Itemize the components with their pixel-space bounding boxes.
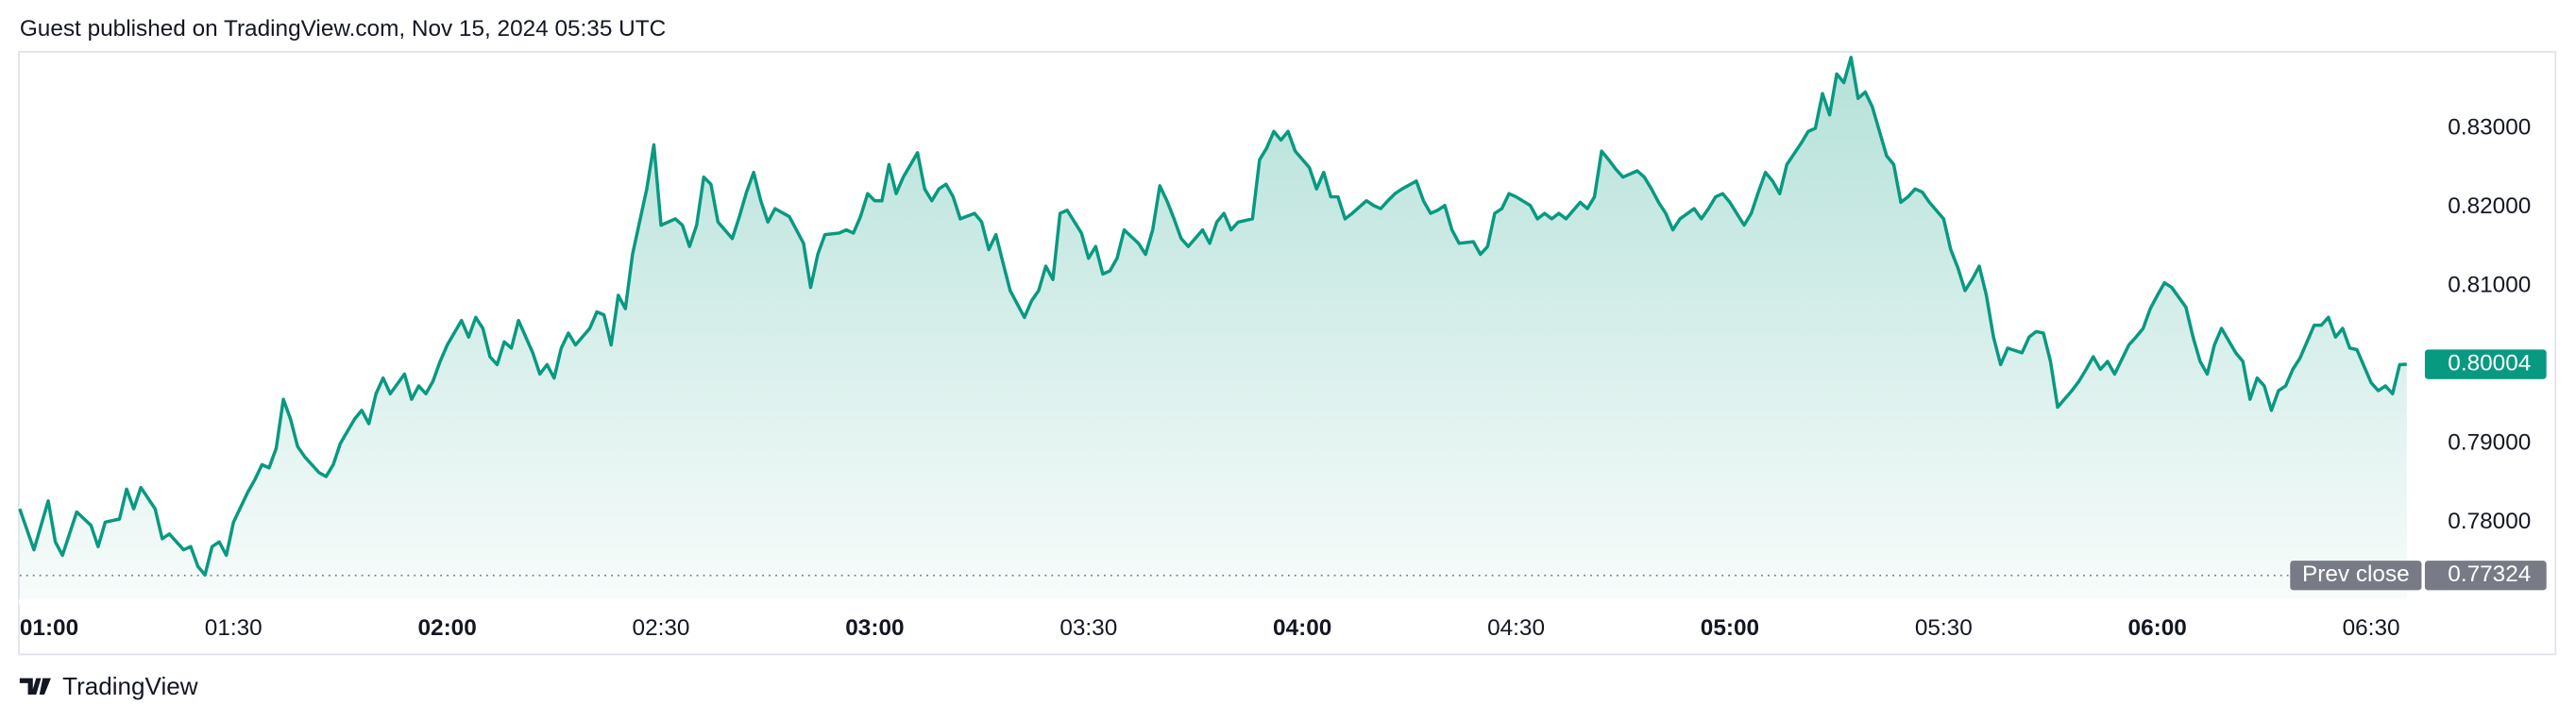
brand-name: TradingView	[62, 672, 198, 700]
x-tick-label: 01:00	[20, 615, 78, 641]
x-tick-label: 06:30	[2343, 615, 2400, 641]
publish-header: Guest published on TradingView.com, Nov …	[20, 16, 666, 42]
x-tick-label: 04:30	[1487, 615, 1545, 641]
x-tick-label: 04:00	[1273, 615, 1331, 641]
last-price-label: 0.80004	[2448, 350, 2531, 376]
prev-close-text: Prev close	[2302, 562, 2410, 587]
x-tick-label: 01:30	[205, 615, 263, 641]
y-tick-label: 0.79000	[2448, 429, 2531, 455]
x-tick-label: 06:00	[2128, 615, 2187, 641]
last-price-box	[2424, 349, 2547, 379]
x-tick-label: 03:30	[1059, 615, 1117, 641]
prev-close-value: 0.77324	[2448, 562, 2531, 587]
prev-close-tag	[2290, 561, 2422, 591]
y-tick-label: 0.82000	[2448, 193, 2531, 219]
price-line	[18, 56, 2407, 578]
chart-frame	[18, 51, 2557, 656]
brand-logo	[19, 678, 51, 696]
prev-close-value-box	[2424, 561, 2547, 591]
x-tick-label: 05:00	[1701, 615, 1759, 641]
x-tick-label: 03:00	[845, 615, 904, 641]
y-tick-label: 0.78000	[2448, 509, 2531, 534]
x-tick-label: 02:30	[633, 615, 690, 641]
y-tick-label: 0.83000	[2448, 114, 2531, 140]
x-tick-label: 02:00	[418, 615, 477, 641]
area-fill	[19, 57, 2407, 600]
x-tick-label: 05:30	[1915, 615, 1973, 641]
y-tick-label: 0.81000	[2448, 272, 2531, 297]
